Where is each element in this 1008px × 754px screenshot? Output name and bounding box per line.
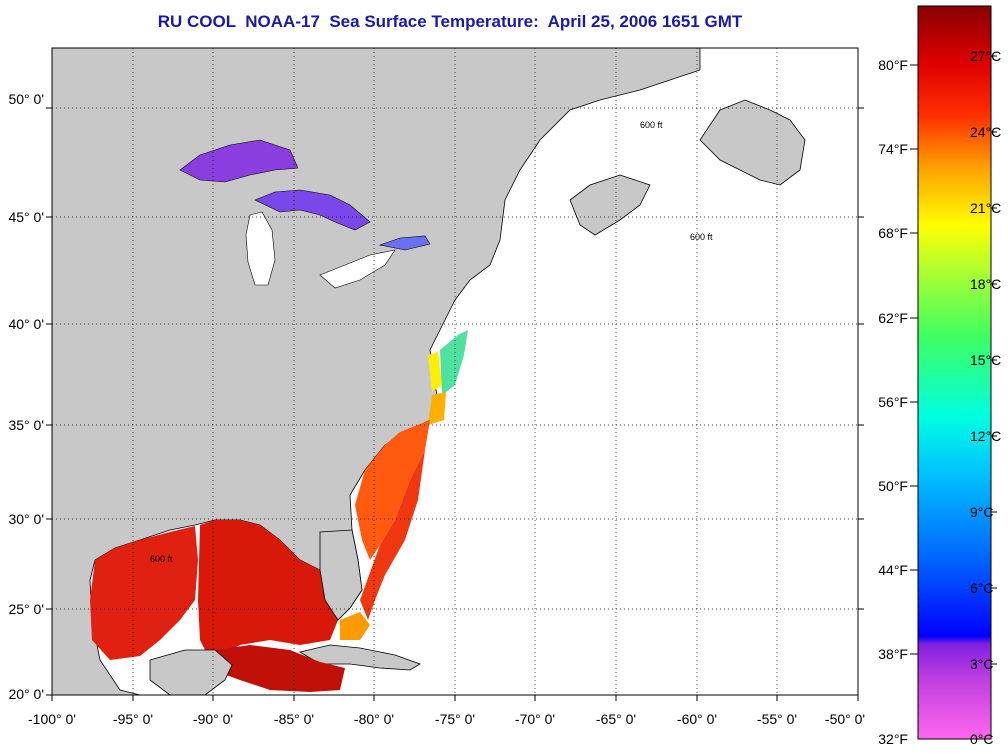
celsius-label: 27°C [970,48,1001,64]
sst-chesapeake [428,352,442,392]
fahrenheit-label: 38°F [878,646,908,662]
lake-erie-ontario [319,249,396,289]
fahrenheit-label: 50°F [878,478,908,494]
lon-label: -50° 0' [825,711,865,727]
land-cuba [298,644,421,671]
sst-gulf-stream [360,450,425,620]
lon-label: -85° 0' [274,711,314,727]
lon-label: -75° 0' [435,711,475,727]
lon-label: -100° 0' [28,711,76,727]
lake-ontario [378,235,431,251]
lon-label: -90° 0' [193,711,233,727]
lon-label: -80° 0' [354,711,394,727]
lake-michigan-huron [254,189,371,231]
celsius-label: 0°C [970,731,994,747]
lon-label: -55° 0' [757,711,797,727]
celsius-label: 12°C [970,428,1001,444]
sst-mid-atlantic [440,330,468,395]
celsius-label: 6°C [970,580,994,596]
fahrenheit-label: 74°F [878,141,908,157]
lat-label: 20° 0' [8,686,44,702]
land-maritimes [569,174,651,236]
longitude-labels: -100° 0' -95° 0' -90° 0' -85° 0' -80° 0'… [28,711,865,727]
celsius-label: 18°C [970,276,1001,292]
celsius-label: 15°C [970,352,1001,368]
fahrenheit-label: 32°F [878,731,908,747]
lon-label: -70° 0' [515,711,555,727]
celsius-label: 3°C [970,656,994,672]
land-yucatan [149,649,233,695]
map-title: RU COOL NOAA-17 Sea Surface Temperature:… [157,12,743,31]
lat-label: 35° 0' [8,417,44,433]
map-canvas: 600 ft 600 ft 600 ft [52,48,858,695]
lat-label: 40° 0' [8,316,44,332]
lat-label: 25° 0' [8,601,44,617]
fahrenheit-label: 80°F [878,57,908,73]
fahrenheit-label: 56°F [878,394,908,410]
lon-label: -60° 0' [677,711,717,727]
sst-yucatan [215,645,345,692]
lon-label: -95° 0' [113,711,153,727]
color-bar-ramp [917,5,992,740]
axis-ticks [46,107,864,701]
celsius-label: 9°C [970,504,994,520]
isobath-label: 600 ft [690,232,713,242]
land-newfoundland [699,99,806,186]
lake-superior [179,139,299,183]
color-bar: 80°F 74°F 68°F 62°F 56°F 50°F 44°F 38°F … [878,5,1001,747]
lon-label: -65° 0' [596,711,636,727]
lat-label: 45° 0' [8,209,44,225]
fahrenheit-label: 68°F [878,225,908,241]
land-florida [319,529,363,621]
sst-gulf-west [90,526,198,660]
isobath-label: 600 ft [640,120,663,130]
isobath-label: 600 ft [150,554,173,564]
fahrenheit-label: 62°F [878,310,908,326]
fahrenheit-label: 44°F [878,562,908,578]
sst-gulf-east [198,520,338,660]
sst-hatteras [428,392,446,425]
lat-label: 30° 0' [8,511,44,527]
lake-michigan-south [245,211,276,286]
celsius-label: 21°C [970,200,1001,216]
lat-label: 50° 0' [8,91,44,107]
latitude-labels: 50° 0' 45° 0' 40° 0' 35° 0' 30° 0' 25° 0… [8,91,44,702]
sst-florida-keys [340,612,370,640]
celsius-label: 24°C [970,124,1001,140]
